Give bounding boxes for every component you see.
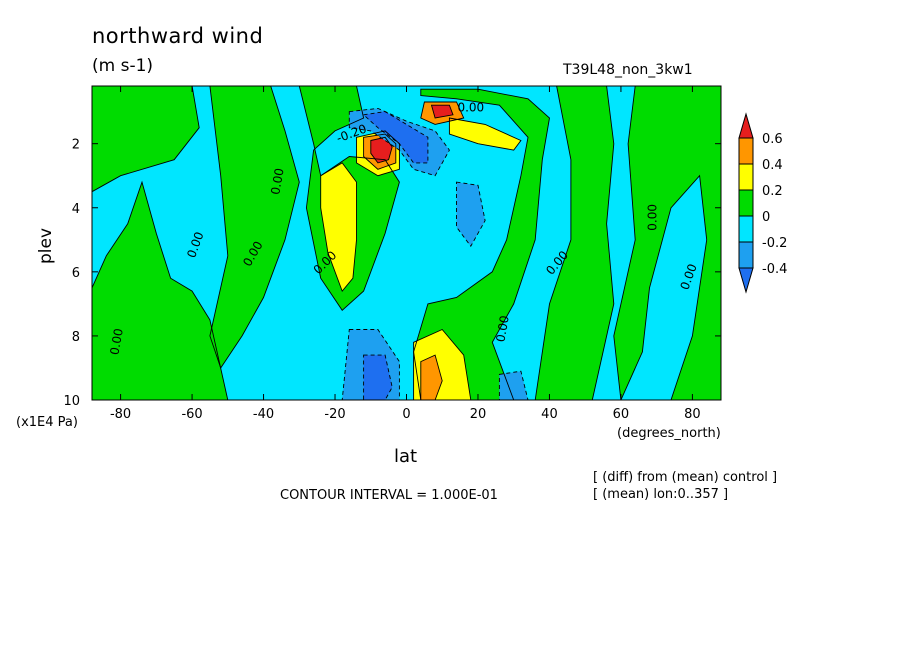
contour-pos-core-lower-n-orange [420,354,443,400]
region-pos-band-mid-s [209,86,300,368]
y-axis: 2 4 6 8 10 [63,138,721,409]
region-pos-band-eq-n [413,89,550,400]
contour-label: 0.00 [268,167,286,196]
contour-lines [92,86,721,400]
contour-label: 0.00 [107,327,125,356]
contour-neg-core-upper-deep [362,111,429,164]
contour-label: 0.00 [646,204,660,231]
x-tick-label: -40 [253,407,274,422]
colorbar-segment [738,241,754,269]
contour-pos-core-top-n-red [430,104,454,119]
contour-pos-band-east [613,86,721,400]
colorbar-segment [738,189,754,217]
colorbar-label: -0.2 [762,236,787,251]
colorbar-label: -0.4 [762,262,787,277]
x-tick-label: -80 [110,407,131,422]
colorbar-segment [738,163,754,191]
contour-neg-core-lower-s [341,329,400,400]
contour-label: 0.00 [457,101,484,115]
region-neg-core-lower-n [499,371,528,400]
contour-interval: CONTOUR INTERVAL = 1.000E-01 [280,488,498,503]
colorbar-label: 0.4 [762,158,783,173]
contour-pos-core-upper-s-red [370,136,393,164]
region-pos-band-sh [92,182,228,400]
region-pos-core-upper-n [449,118,521,151]
colorbar-label: 0 [762,210,770,225]
contour-pos-band-mid-s [209,86,300,370]
colorbar-top-arrow [738,112,754,139]
x-tick-label: 20 [470,407,487,422]
x-axis-unit: (degrees_north) [617,426,721,441]
contour-pos-band-sh [92,180,229,400]
region-neg-core-mid-n [456,182,486,247]
region-neg-core-upper-deep [363,111,428,163]
contour-pos-core-top-n [420,101,465,125]
contour-neg-core-mid-n [456,181,486,248]
colorbar: 0.6 0.4 0.2 0 -0.2 -0.4 [738,112,787,294]
contour-fills [92,86,721,400]
diff-note: [ (diff) from (mean) control ] [593,470,778,485]
mean-note: [ (mean) lon:0..357 ] [593,487,729,502]
contour-pos-band-eq-n [413,88,550,400]
contour-pos-band-nh [534,86,615,400]
chart-title: northward wind [92,24,264,48]
colorbar-label: 0.6 [762,132,783,147]
y-axis-unit: (x1E4 Pa) [16,415,78,430]
contour-pos-core-sh [320,162,357,292]
x-axis-label: lat [394,446,418,467]
contour-pos-core-upper-s-orange [363,133,397,170]
x-axis: -80 -60 -40 -20 0 20 40 60 80 [110,86,701,422]
x-tick-label: 40 [541,407,558,422]
contour-label: 0.00 [493,314,511,343]
contour-pos-core-upper-n [448,117,522,151]
x-tick-label: 0 [402,407,410,422]
colorbar-bottom-arrow [738,267,754,294]
contour-pos-band-eq-s [298,86,400,311]
region-pos-core-top-n-red [431,105,453,118]
region-pos-band-west [92,86,200,192]
colorbar-segment [738,215,754,243]
colorbar-segment [738,137,754,165]
chart-units: (m s-1) [92,56,154,76]
region-pos-core-upper-s-red [370,137,393,163]
x-tick-label: 60 [613,407,630,422]
contour-neg-core-upper [348,107,450,177]
y-tick-label: 6 [72,266,80,281]
region-pos-band-nh [535,86,614,400]
run-label: T39L48_non_3kw1 [563,62,693,78]
colorbar-label: 0.2 [762,184,783,199]
x-tick-label: -20 [324,407,345,422]
x-tick-label: -60 [181,407,202,422]
y-tick-label: 4 [72,202,80,217]
contour-pos-core-lower-n [413,328,472,400]
region-pos-core-sh [320,162,357,292]
y-tick-label: 10 [63,394,80,409]
contour-neg-core-lower-n [498,370,529,400]
region-neg-core-lower-s-deep [363,355,393,400]
y-tick-label: 8 [72,330,80,345]
region-pos-band-east [613,86,721,400]
region-pos-core-lower-n-orange [420,355,443,400]
contour-neg-core-lower-s-deep [363,354,393,400]
y-tick-label: 2 [72,138,80,153]
contour-pos-core-upper-s [356,130,400,177]
x-tick-label: 80 [684,407,701,422]
contour-pos-band-west [92,86,200,193]
